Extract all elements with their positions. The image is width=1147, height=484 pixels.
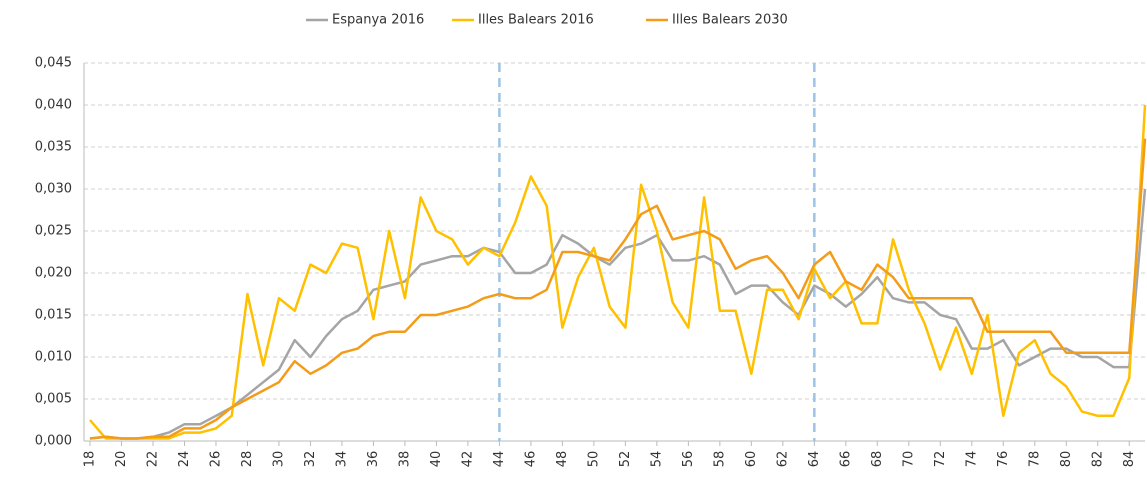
x-tick-label: 78 xyxy=(1027,451,1042,468)
y-tick-label: 0,025 xyxy=(35,224,72,239)
x-tick-label: 46 xyxy=(523,451,538,468)
x-tick-label: 48 xyxy=(555,451,570,468)
x-tick-label: 66 xyxy=(838,451,853,468)
x-tick-label: 32 xyxy=(303,451,318,468)
x-tick-label: 70 xyxy=(901,451,916,468)
x-tick-label: 84 xyxy=(1122,451,1137,468)
x-tick-label: 76 xyxy=(996,451,1011,468)
legend-label: Illes Balears 2030 xyxy=(672,13,788,28)
x-tick-label: 42 xyxy=(460,451,475,468)
x-tick-label: 40 xyxy=(429,451,444,468)
x-tick-label: 28 xyxy=(240,451,255,468)
y-tick-label: 0,020 xyxy=(35,266,72,281)
x-tick-label: 80 xyxy=(1059,451,1074,468)
y-tick-label: 0,015 xyxy=(35,308,72,323)
y-tick-label: 0,000 xyxy=(35,434,72,449)
x-tick-label: 74 xyxy=(964,451,979,468)
legend-label: Illes Balears 2016 xyxy=(478,13,594,28)
x-tick-label: 68 xyxy=(870,451,885,468)
x-tick-label: 72 xyxy=(933,451,948,468)
x-tick-label: 52 xyxy=(618,451,633,468)
x-tick-label: 50 xyxy=(586,451,601,468)
x-tick-label: 58 xyxy=(712,451,727,468)
x-tick-label: 54 xyxy=(649,451,664,468)
x-tick-label: 38 xyxy=(397,451,412,468)
x-tick-label: 26 xyxy=(208,451,223,468)
series-line xyxy=(89,188,1147,440)
x-tick-label: 60 xyxy=(744,451,759,468)
x-tick-label: 62 xyxy=(775,451,790,468)
x-tick-label: 34 xyxy=(334,451,349,468)
y-tick-label: 0,010 xyxy=(35,350,72,365)
x-tick-label: 82 xyxy=(1090,451,1105,468)
x-tick-label: 20 xyxy=(114,451,129,468)
x-tick-label: 64 xyxy=(807,451,822,468)
x-tick-label: 18 xyxy=(83,451,98,468)
x-tick-label: 56 xyxy=(681,451,696,468)
y-tick-label: 0,035 xyxy=(35,140,72,155)
series-line xyxy=(89,138,1147,440)
x-tick-label: 44 xyxy=(492,451,507,468)
y-tick-label: 0,030 xyxy=(35,182,72,197)
y-tick-label: 0,045 xyxy=(35,56,72,71)
x-tick-label: 36 xyxy=(366,451,381,468)
x-tick-label: 24 xyxy=(177,451,192,468)
x-tick-label: 30 xyxy=(271,451,286,468)
x-tick-label: 22 xyxy=(145,451,160,468)
series-line xyxy=(89,104,1147,440)
y-tick-label: 0,005 xyxy=(35,392,72,407)
legend-label: Espanya 2016 xyxy=(332,13,424,28)
y-tick-label: 0,040 xyxy=(35,98,72,113)
